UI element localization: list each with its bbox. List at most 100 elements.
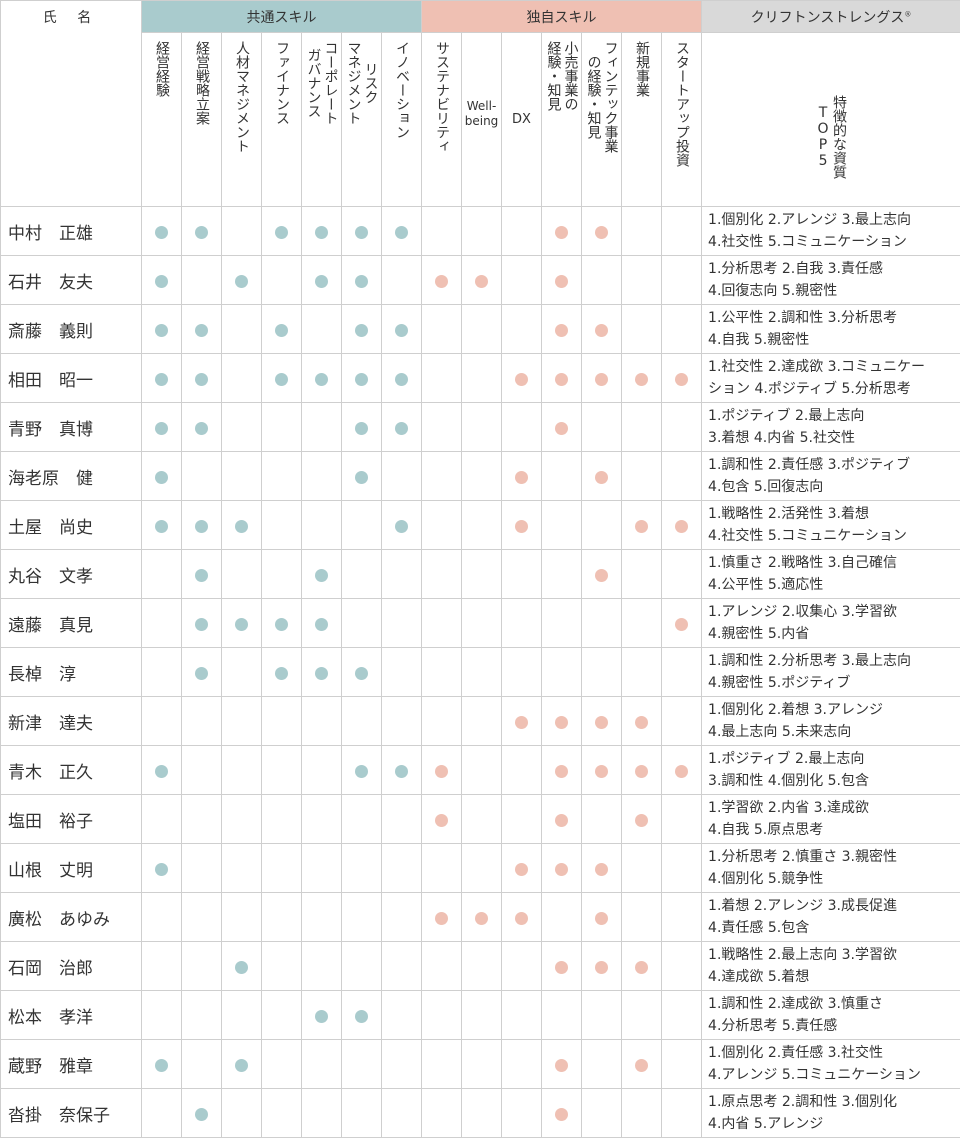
member-name: 遠藤 真見 (1, 599, 142, 648)
skill-cell (382, 697, 422, 746)
skill-cell (302, 501, 342, 550)
unique-skill-dot (635, 765, 648, 778)
skill-cell (302, 550, 342, 599)
common-skill-dot (395, 520, 408, 533)
skill-cell (462, 501, 502, 550)
skill-cell (142, 893, 182, 942)
common-skill-dot (155, 422, 168, 435)
skill-cell (222, 795, 262, 844)
skill-header-cell: サステナビリティ (422, 33, 462, 207)
skill-cell (622, 893, 662, 942)
skill-cell (622, 305, 662, 354)
skill-cell (542, 501, 582, 550)
common-skill-dot (195, 1108, 208, 1121)
skill-cell (622, 207, 662, 256)
skill-cell (502, 256, 542, 305)
skill-cell (462, 354, 502, 403)
skill-cell (622, 550, 662, 599)
common-skills-header: 共通スキル (142, 1, 422, 33)
skill-cell (382, 256, 422, 305)
common-skill-dot (395, 324, 408, 337)
common-skill-dot (195, 569, 208, 582)
common-skill-dot (355, 471, 368, 484)
skill-cell (222, 305, 262, 354)
skill-cell (342, 991, 382, 1040)
skill-cell (382, 795, 422, 844)
skill-cell (662, 354, 702, 403)
skill-cell (222, 501, 262, 550)
skill-cell (622, 697, 662, 746)
skill-cell (622, 942, 662, 991)
unique-skill-dot (555, 765, 568, 778)
unique-skill-dot (595, 471, 608, 484)
skill-cell (542, 893, 582, 942)
skill-cell (502, 599, 542, 648)
skill-cell (662, 1089, 702, 1138)
common-skill-dot (275, 324, 288, 337)
skill-label: コーポレート ガバナンス (305, 41, 339, 125)
skill-cell (262, 746, 302, 795)
group-header-row: 氏 名 共通スキル 独自スキル クリフトンストレングス® (1, 1, 960, 33)
skill-cell (422, 942, 462, 991)
name-column-header: 氏 名 (1, 1, 142, 207)
skill-cell (422, 599, 462, 648)
skill-cell (262, 354, 302, 403)
skill-header-cell: ファイナンス (262, 33, 302, 207)
common-skill-dot (355, 226, 368, 239)
skill-cell (622, 1089, 662, 1138)
member-name: 青木 正久 (1, 746, 142, 795)
skill-cell (342, 599, 382, 648)
skill-cell (382, 991, 422, 1040)
common-skill-dot (155, 520, 168, 533)
top5-strengths: 1.個別化 2.アレンジ 3.最上志向 4.社交性 5.コミュニケーション (702, 207, 960, 256)
unique-skill-dot (515, 471, 528, 484)
skill-cell (142, 942, 182, 991)
unique-skill-dot (555, 324, 568, 337)
common-skill-dot (155, 863, 168, 876)
common-skill-dot (395, 226, 408, 239)
skill-cell (662, 893, 702, 942)
skill-cell (582, 1089, 622, 1138)
skill-cell (222, 550, 262, 599)
unique-skill-dot (595, 765, 608, 778)
skill-cell (502, 991, 542, 1040)
unique-skills-header: 独自スキル (422, 1, 702, 33)
skill-cell (422, 746, 462, 795)
unique-skill-dot (595, 863, 608, 876)
common-skill-dot (275, 618, 288, 631)
skill-cell (302, 697, 342, 746)
skill-cell (582, 893, 622, 942)
common-skill-dot (315, 667, 328, 680)
skill-cell (462, 697, 502, 746)
skill-cell (502, 452, 542, 501)
skill-cell (302, 305, 342, 354)
common-skill-dot (235, 1059, 248, 1072)
skill-header-cell: 小売事業の 経験・知見 (542, 33, 582, 207)
skill-cell (182, 844, 222, 893)
skill-cell (382, 942, 422, 991)
skill-cell (302, 942, 342, 991)
skill-cell (382, 1040, 422, 1089)
common-skill-dot (395, 765, 408, 778)
skill-cell (622, 795, 662, 844)
skill-cell (542, 305, 582, 354)
skill-cell (622, 403, 662, 452)
common-skill-dot (195, 422, 208, 435)
common-skill-dot (395, 373, 408, 386)
common-skill-dot (155, 275, 168, 288)
common-skill-dot (315, 275, 328, 288)
skill-label: 新規事業 (633, 41, 650, 97)
common-skill-dot (355, 1010, 368, 1023)
unique-skill-dot (555, 814, 568, 827)
unique-skill-dot (555, 275, 568, 288)
skill-cell (622, 746, 662, 795)
skill-cell (422, 1089, 462, 1138)
